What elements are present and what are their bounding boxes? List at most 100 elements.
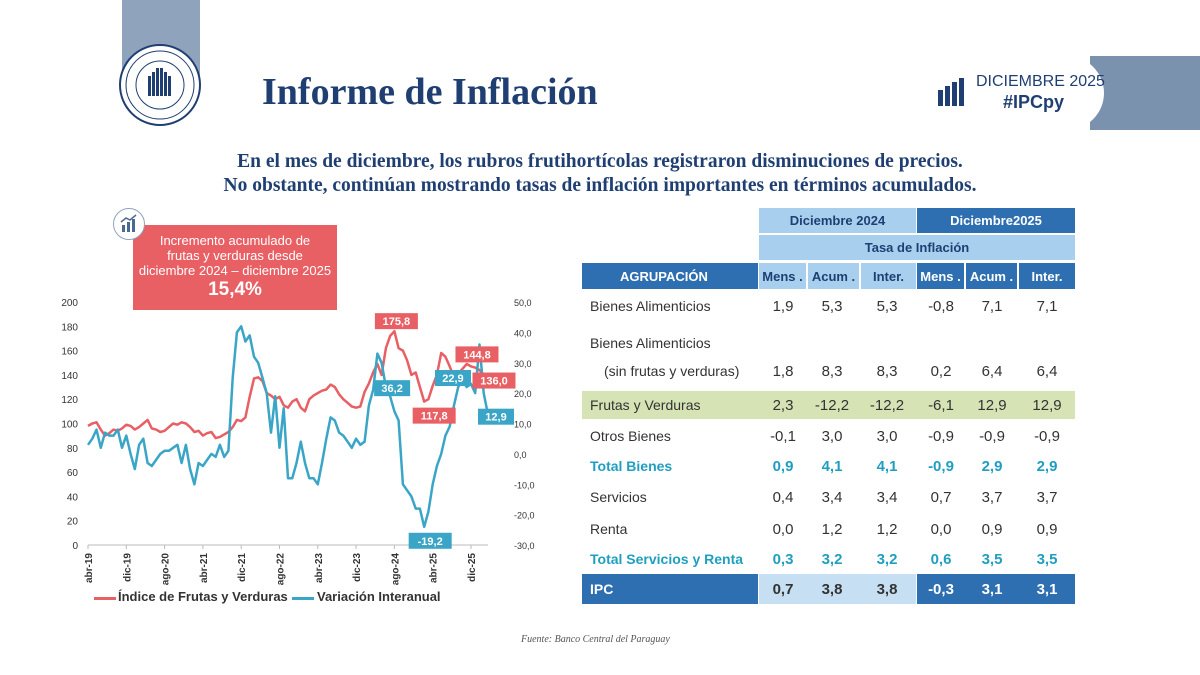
table-value: 3,1 bbox=[966, 574, 1018, 604]
y-right-tick-label: 0,0 bbox=[514, 450, 527, 460]
table-value: 1,2 bbox=[861, 515, 913, 543]
table-value-text: 1,9 bbox=[772, 297, 794, 315]
x-tick-label: dic-19 bbox=[122, 553, 133, 582]
table-value: 3,8 bbox=[861, 574, 913, 604]
table-value-text: 3,2 bbox=[876, 550, 898, 568]
table-value-text: 0,2 bbox=[930, 362, 952, 380]
table-value-text: 7,1 bbox=[1036, 297, 1058, 315]
y-left-tick-label: 100 bbox=[61, 420, 78, 431]
table-value: 3,0 bbox=[806, 422, 858, 450]
callout-line-2: frutas y verduras desde bbox=[167, 248, 303, 263]
callout-value: 15,4% bbox=[208, 279, 262, 300]
data-label-box bbox=[412, 407, 456, 424]
table-value: 3,7 bbox=[966, 483, 1018, 511]
table-value: 0,9 bbox=[966, 515, 1018, 543]
inflation-chart: 20018016014012010080604020050,040,030,02… bbox=[61, 298, 535, 586]
table-value: 5,3 bbox=[861, 290, 913, 322]
table-value: 3,4 bbox=[861, 483, 913, 511]
series-line-variacion-interanual bbox=[86, 325, 490, 529]
table-value-text: 0,0 bbox=[772, 520, 794, 538]
report-date: DICIEMBRE 2025 bbox=[976, 73, 1105, 90]
table-value-text: 0,9 bbox=[981, 520, 1003, 538]
y-right-tick-label: 30,0 bbox=[514, 359, 532, 369]
data-label-box bbox=[455, 346, 499, 363]
callout-line-1: Incremento acumulado de bbox=[159, 233, 311, 248]
table-value-text: 3,7 bbox=[1036, 488, 1058, 506]
table-value: 12,9 bbox=[966, 391, 1018, 419]
table-value-text: 6,4 bbox=[1036, 362, 1058, 380]
table-value: 1,9 bbox=[757, 290, 809, 322]
table-value: 3,2 bbox=[861, 545, 913, 573]
y-left-tick-label: 40 bbox=[67, 492, 79, 503]
table-value: 0,2 bbox=[915, 356, 967, 386]
ipc-2025-bg bbox=[917, 574, 1075, 604]
row-label: Servicios bbox=[590, 483, 760, 511]
table-value-text: 3,8 bbox=[876, 580, 898, 598]
row-label-text: IPC bbox=[590, 581, 614, 597]
x-tick-label: dic-21 bbox=[237, 553, 248, 582]
x-tick-label: ago-22 bbox=[275, 553, 286, 586]
x-tick-label: ago-20 bbox=[161, 553, 172, 586]
subheader-tasa-inflacion: Tasa de Inflación bbox=[759, 235, 1075, 260]
table-value: -0,9 bbox=[915, 422, 967, 450]
table-value-text: 1,2 bbox=[876, 520, 898, 538]
callout-line-3: diciembre 2024 – diciembre 2025 bbox=[138, 263, 332, 278]
table-value: 8,3 bbox=[861, 356, 913, 386]
column-header-3: Mens . bbox=[917, 263, 964, 289]
legend-swatch-frutas bbox=[94, 597, 116, 600]
column-header-4: Acum . bbox=[966, 263, 1017, 289]
row-label-text: Total Servicios y Renta bbox=[590, 551, 744, 567]
page-title: Informe de Inflación bbox=[262, 71, 598, 113]
data-label-box bbox=[434, 370, 471, 387]
y-right-tick-label: -10,0 bbox=[514, 480, 535, 490]
row-label: Bienes Alimenticios bbox=[590, 290, 760, 322]
headline-line-1: En el mes de diciembre, los rubros fruti… bbox=[237, 151, 963, 172]
table-value: 3,1 bbox=[1021, 574, 1073, 604]
x-tick-label: abr-19 bbox=[84, 553, 95, 583]
data-label-box bbox=[374, 313, 418, 330]
data-label-box bbox=[408, 532, 452, 549]
legend-swatch-interanual bbox=[292, 597, 314, 600]
table-value-text: -0,9 bbox=[928, 457, 954, 475]
table-value: 0,9 bbox=[1021, 515, 1073, 543]
data-label-box bbox=[478, 408, 514, 425]
table-value-text: -0,9 bbox=[928, 427, 954, 445]
table-value: 2,9 bbox=[966, 452, 1018, 480]
table-value-text: 3,5 bbox=[1036, 550, 1058, 568]
data-label: 136,0 bbox=[480, 376, 508, 388]
table-value: 3,5 bbox=[966, 545, 1018, 573]
row-sublabel-text: (sin frutas y verduras) bbox=[604, 363, 740, 379]
table-value-text: -6,1 bbox=[928, 396, 954, 414]
column-header-agrupacion: AGRUPACIÓN bbox=[582, 263, 758, 289]
bcp-logo bbox=[119, 44, 201, 126]
table-value-text: 1,2 bbox=[821, 520, 843, 538]
headline-line-2: No obstante, continúan mostrando tasas d… bbox=[223, 175, 977, 196]
table-value: 1,2 bbox=[806, 515, 858, 543]
table-value: 2,3 bbox=[757, 391, 809, 419]
table-value-text: 5,3 bbox=[876, 297, 898, 315]
data-label: -19,2 bbox=[418, 536, 443, 548]
table-value-text: 0,7 bbox=[772, 580, 794, 598]
table-value: 0,7 bbox=[915, 483, 967, 511]
table-value: 0,9 bbox=[757, 452, 809, 480]
table-value-text: 12,9 bbox=[977, 396, 1007, 414]
table-value-text: -12,2 bbox=[814, 396, 850, 414]
row-label: Total Bienes bbox=[590, 452, 760, 480]
y-left-tick-label: 60 bbox=[67, 468, 79, 479]
table-value: 7,1 bbox=[966, 290, 1018, 322]
data-label: 12,9 bbox=[485, 412, 506, 424]
row-label: Otros Bienes bbox=[590, 422, 760, 450]
x-tick-label: abr-25 bbox=[429, 553, 440, 583]
data-label-box bbox=[472, 372, 516, 389]
y-right-tick-label: -20,0 bbox=[514, 511, 535, 521]
table-value-text: 3,1 bbox=[981, 580, 1003, 598]
x-tick-label: abr-21 bbox=[199, 553, 210, 583]
table-value-text: -0,1 bbox=[770, 427, 796, 445]
column-header-0: Mens . bbox=[759, 263, 806, 289]
period-header-2025: Diciembre2025 bbox=[917, 208, 1075, 233]
table-value: 4,1 bbox=[861, 452, 913, 480]
y-left-tick-label: 140 bbox=[61, 371, 78, 382]
row-label-text: Bienes Alimenticios bbox=[590, 298, 711, 314]
table-value-text: 1,8 bbox=[772, 362, 794, 380]
y-left-tick-label: 120 bbox=[61, 395, 78, 406]
